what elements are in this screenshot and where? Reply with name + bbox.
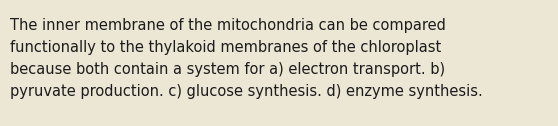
Text: functionally to the thylakoid membranes of the chloroplast: functionally to the thylakoid membranes … <box>10 40 441 55</box>
Text: The inner membrane of the mitochondria can be compared: The inner membrane of the mitochondria c… <box>10 18 446 33</box>
Text: because both contain a system for a) electron transport. b): because both contain a system for a) ele… <box>10 62 445 77</box>
Text: pyruvate production. c) glucose synthesis. d) enzyme synthesis.: pyruvate production. c) glucose synthesi… <box>10 84 483 99</box>
